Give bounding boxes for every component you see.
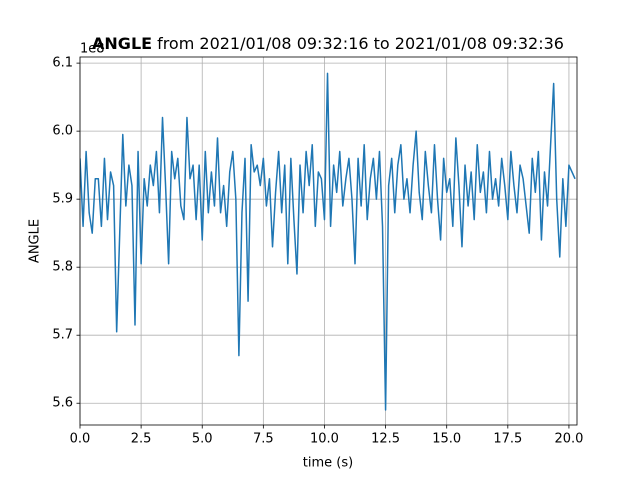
x-tick-label: 20.0 bbox=[554, 432, 583, 447]
y-tick-label: 5.9 bbox=[52, 192, 73, 207]
x-tick-label: 0.0 bbox=[70, 432, 91, 447]
x-tick-label: 5.0 bbox=[192, 432, 213, 447]
offset-label: 1e8 bbox=[80, 42, 105, 57]
data-line bbox=[80, 72, 576, 411]
y-tick-label: 6.1 bbox=[52, 56, 73, 71]
x-tick-label: 12.5 bbox=[371, 432, 400, 447]
x-tick-label: 7.5 bbox=[253, 432, 274, 447]
title-range: from 2021/01/08 09:32:16 to 2021/01/08 0… bbox=[157, 34, 564, 53]
y-tick-label: 5.8 bbox=[52, 260, 73, 275]
y-tick-label: 5.7 bbox=[52, 328, 73, 343]
y-axis-label: ANGLE bbox=[28, 219, 43, 263]
x-tick-label: 15.0 bbox=[432, 432, 461, 447]
y-tick-label: 6.0 bbox=[52, 124, 73, 139]
x-tick-label: 17.5 bbox=[493, 432, 522, 447]
title-name: ANGLE bbox=[92, 34, 152, 53]
x-tick-label: 2.5 bbox=[131, 432, 152, 447]
y-tick-label: 5.6 bbox=[52, 396, 73, 411]
x-tick-label: 10.0 bbox=[310, 432, 339, 447]
x-axis-label: time (s) bbox=[303, 456, 353, 471]
chart-title: ANGLE from 2021/01/08 09:32:16 to 2021/01… bbox=[92, 34, 564, 53]
axes-frame bbox=[79, 56, 578, 426]
